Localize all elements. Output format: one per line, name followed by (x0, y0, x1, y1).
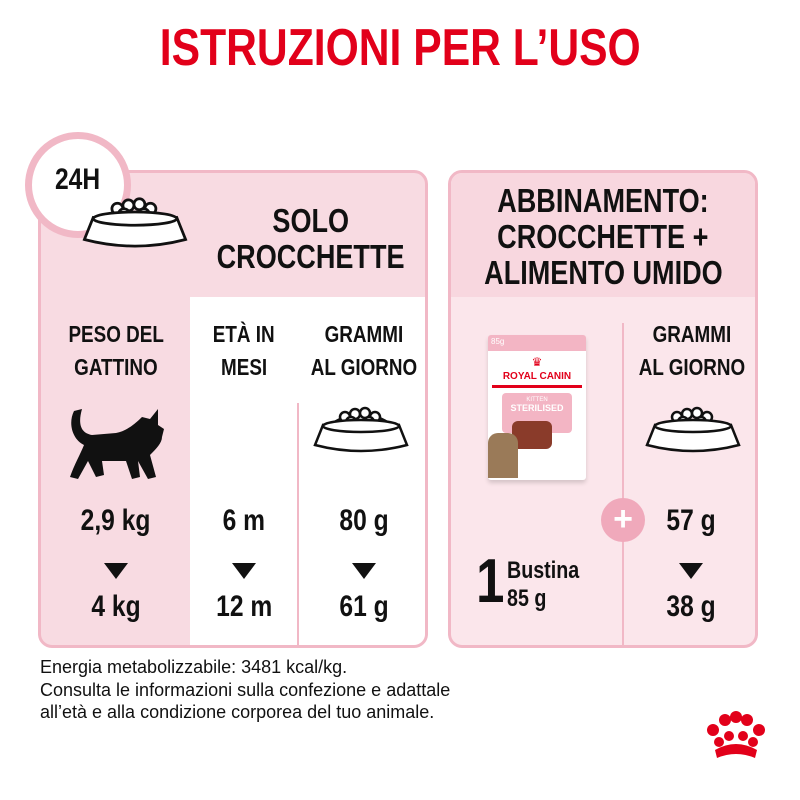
mixed-feeding-card: ABBINAMENTO: CROCCHETTE + ALIMENTO UMIDO… (448, 170, 758, 648)
age-from: 6 m (222, 504, 266, 537)
clock-24h-icon: 24H (25, 132, 131, 238)
arrow-down-icon (104, 563, 128, 579)
dry-only-heading: SOLO CROCCHETTE (217, 202, 405, 275)
energy-note: Energia metabolizzabile: 3481 kcal/kg. (40, 657, 348, 677)
age-to: 12 m (215, 590, 273, 623)
age-column-header: ETÀ IN MESI (213, 321, 275, 380)
arrow-down-icon (679, 563, 703, 579)
plus-icon: + (601, 498, 645, 542)
advice-note: Consulta le informazioni sulla confezion… (40, 679, 451, 700)
column-divider (297, 403, 299, 645)
weight-column-header: PESO DEL GATTINO (68, 321, 164, 380)
grams-to: 61 g (339, 590, 389, 623)
wet-food-pouch-image: 85g ♛ ROYAL CANIN KITTEN STERILISED (488, 335, 586, 480)
arrow-down-icon (352, 563, 376, 579)
footer-notes: Energia metabolizzabile: 3481 kcal/kg. C… (40, 656, 450, 724)
page-title: ISTRUZIONI PER L’USO (159, 19, 641, 77)
grams-column-header: GRAMMI AL GIORNO (638, 321, 745, 380)
weight-from: 2,9 kg (81, 504, 151, 537)
mixed-header-bg (451, 173, 755, 297)
grams-from: 80 g (339, 504, 389, 537)
dry-only-card: SOLO CROCCHETTE PESO DEL GATTINO ETÀ IN ME… (38, 170, 428, 648)
kibble-bowl-icon (645, 406, 741, 453)
column-divider (622, 323, 624, 645)
weight-to: 4 kg (91, 590, 141, 623)
crown-icon: ♛ (531, 355, 543, 369)
mixed-grams-from: 57 g (666, 504, 717, 537)
royal-canin-crown-logo (707, 711, 765, 758)
mixed-heading: ABBINAMENTO: CROCCHETTE + ALIMENTO UMIDO (483, 182, 723, 291)
kibble-bowl-icon (82, 197, 188, 248)
kibble-bowl-icon (313, 406, 409, 453)
kitten-silhouette-icon (70, 409, 164, 479)
mixed-grams-to: 38 g (666, 590, 717, 623)
white-columns-bg (190, 297, 425, 645)
grams-column-header: GRAMMI AL GIORNO (310, 321, 418, 380)
pouch-count: 1 (476, 547, 505, 616)
advice-note-cont: all’età e alla condizione corporea del t… (40, 702, 435, 722)
pouch-label: Bustina 85 g (507, 557, 580, 612)
arrow-down-icon (232, 563, 256, 579)
